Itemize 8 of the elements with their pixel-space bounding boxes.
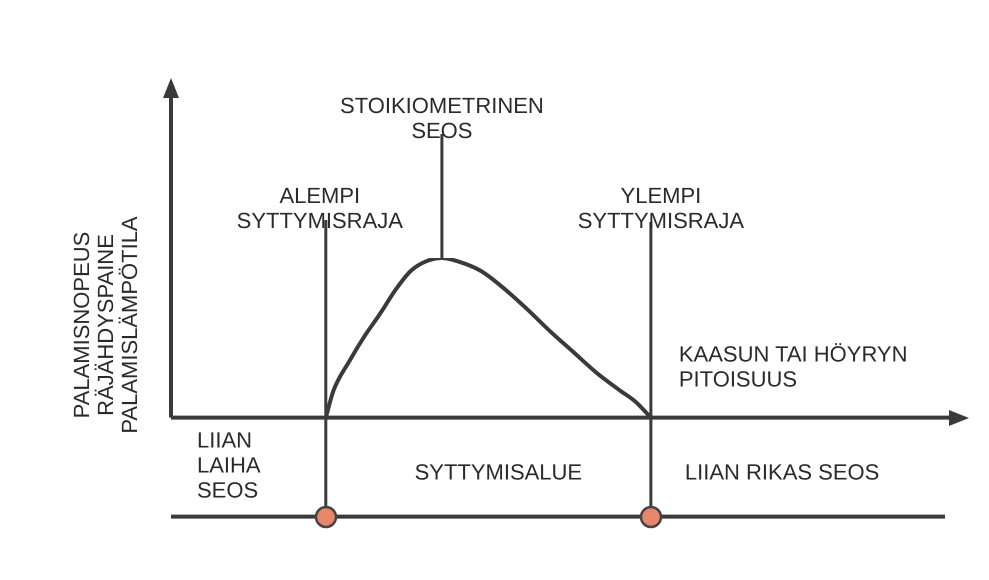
text: ALEMPI SYTTYMISRAJA	[236, 183, 404, 233]
text: LIIAN RIKAS SEOS	[684, 460, 880, 485]
text: SYTTYMISALUE	[414, 460, 582, 485]
x-axis-title: KAASUN TAI HÖYRYN PITOISUUS	[678, 342, 908, 392]
y-axis-title: PALAMISNOPEUS RÄJÄHDYSPAINE PALAMISLÄMPÖTILA	[69, 216, 142, 434]
text: STOIKIOMETRINEN SEOS	[340, 93, 544, 143]
text: YLEMPI SYTTYMISRAJA	[578, 183, 744, 233]
text: LIIAN LAIHA SEOS	[197, 428, 261, 503]
